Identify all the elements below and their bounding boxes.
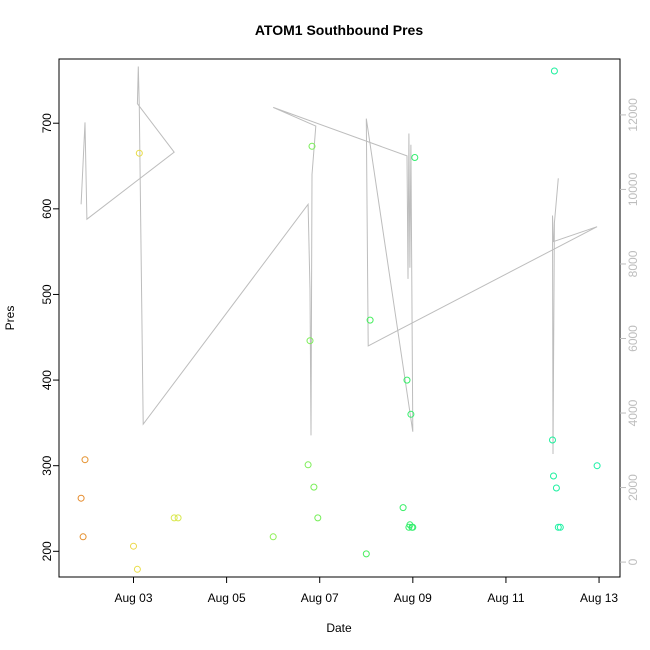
plot-area-frame — [58, 58, 621, 578]
data-point — [403, 376, 411, 384]
data-point — [314, 514, 322, 522]
y-tick-label: 500 — [40, 284, 54, 304]
y-tick-label: 400 — [40, 370, 54, 390]
data-point — [77, 494, 85, 502]
y2-tick-label: 6000 — [626, 325, 640, 352]
data-point — [310, 483, 318, 491]
y2-tick-label: 0 — [626, 558, 640, 565]
x-tick-label: Aug 09 — [394, 591, 432, 605]
y-tick-label: 700 — [40, 113, 54, 133]
y-tick-label: 300 — [40, 455, 54, 475]
y2-tick-label: 2000 — [626, 474, 640, 501]
x-axis-label: Date — [326, 621, 352, 635]
data-point — [554, 523, 562, 531]
series-line-layer — [80, 66, 598, 455]
data-point — [81, 456, 89, 464]
data-point — [130, 542, 137, 550]
data-point — [362, 550, 370, 558]
data-point — [549, 436, 556, 444]
y-axis-label: Pres — [3, 306, 17, 331]
series-line — [80, 66, 598, 455]
data-point — [133, 565, 141, 573]
data-point — [399, 504, 407, 512]
data-point — [306, 337, 314, 345]
data-point — [593, 462, 601, 470]
series-point-layer — [77, 67, 601, 573]
secondary-y-axis: 0 2000 4000 6000 8000 10000 12000 — [620, 98, 640, 565]
x-tick-label: Aug 03 — [114, 591, 152, 605]
data-point — [552, 484, 560, 492]
data-point — [174, 514, 182, 522]
y2-tick-label: 8000 — [626, 250, 640, 277]
data-point — [269, 533, 277, 541]
y-tick-label: 600 — [40, 199, 54, 219]
data-point — [304, 461, 312, 469]
data-point — [411, 154, 419, 161]
data-point — [79, 533, 87, 541]
data-point — [556, 523, 564, 531]
data-point — [409, 523, 417, 531]
y-tick-label: 200 — [40, 541, 54, 561]
chart-title: ATOM1 Southbound Pres — [255, 22, 423, 38]
data-point — [550, 67, 558, 75]
data-point — [170, 514, 178, 522]
y-axis: 200 300 400 500 600 700 — [40, 113, 59, 561]
x-tick-label: Aug 07 — [301, 591, 339, 605]
data-point — [407, 410, 415, 418]
data-point — [366, 316, 374, 324]
x-axis: Aug 03 Aug 05 Aug 07 Aug 09 Aug 11 Aug 13 — [114, 577, 618, 605]
x-tick-label: Aug 05 — [208, 591, 246, 605]
data-point — [550, 472, 557, 480]
y2-tick-label: 4000 — [626, 399, 640, 426]
data-point — [135, 149, 143, 157]
y2-tick-label: 10000 — [626, 172, 640, 206]
x-tick-label: Aug 13 — [580, 591, 618, 605]
x-tick-label: Aug 11 — [487, 591, 524, 605]
y2-tick-label: 12000 — [626, 98, 640, 132]
data-point — [308, 142, 316, 150]
